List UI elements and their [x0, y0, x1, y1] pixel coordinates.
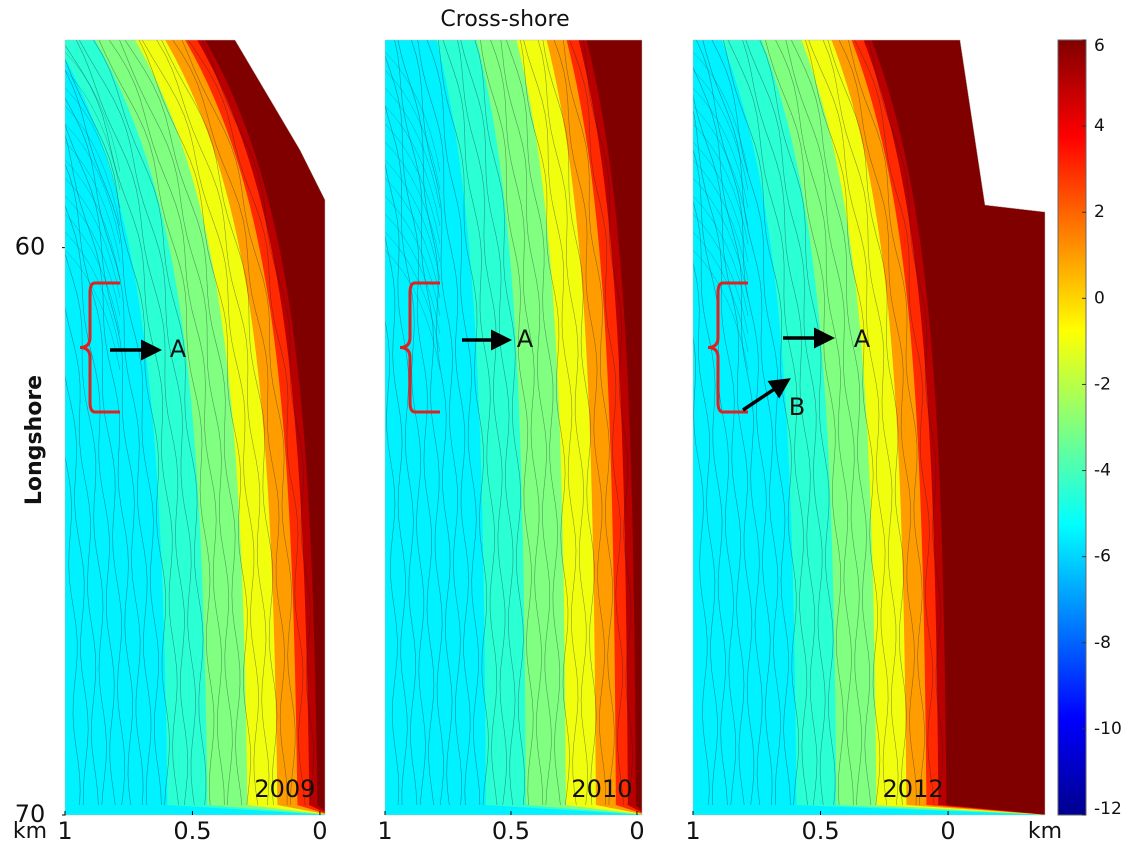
- annotation-label: B: [789, 393, 805, 421]
- colorbar-tick-label: 4: [1094, 116, 1105, 136]
- colorbar-tick-label: -8: [1094, 633, 1111, 653]
- panel: AB: [633, 40, 1050, 815]
- annotation-label: A: [517, 325, 534, 353]
- panel-label: 2012: [883, 775, 944, 803]
- colorbar-tick-label: -6: [1094, 547, 1111, 567]
- x-tick-label: 0: [629, 817, 644, 845]
- colorbar-tick-label: 0: [1094, 288, 1105, 308]
- colorbar-tick-label: -10: [1094, 719, 1122, 739]
- panel-label: 2010: [571, 775, 632, 803]
- unit-label: km: [1028, 819, 1062, 844]
- colorbar-tick-label: -4: [1094, 461, 1111, 481]
- panel: A: [0, 40, 330, 815]
- annotation-label: A: [170, 335, 187, 363]
- bathymetry: [348, 40, 647, 815]
- x-tick-label: 0: [312, 817, 327, 845]
- x-tick-label: 1: [57, 817, 72, 845]
- x-tick-label: 0: [940, 817, 955, 845]
- x-tick-label: 1: [377, 817, 392, 845]
- bathymetry: [0, 40, 330, 815]
- y-tick-label: 60: [15, 233, 46, 261]
- colorbar-tick-label: 6: [1094, 36, 1105, 56]
- x-tick-label: 0.5: [801, 817, 839, 845]
- x-tick-label: 1: [685, 817, 700, 845]
- x-tick-label: 0.5: [173, 817, 211, 845]
- panel: A: [348, 40, 647, 815]
- y-tick-label: 70: [15, 800, 46, 828]
- x-axis-label: Cross-shore: [440, 7, 569, 32]
- y-axis-label: Longshore: [22, 375, 47, 505]
- colorbar-tick-label: 2: [1094, 202, 1105, 222]
- figure: Cross-shore Longshore km km 60706420-2-4…: [0, 0, 1134, 849]
- bathymetry: [633, 40, 1050, 815]
- panel-label: 2009: [254, 775, 315, 803]
- colorbar: [1058, 40, 1086, 815]
- x-tick-label: 0.5: [492, 817, 530, 845]
- colorbar-tick-label: -12: [1094, 799, 1122, 819]
- colorbar-tick-label: -2: [1094, 374, 1111, 394]
- annotation-label: A: [854, 325, 871, 353]
